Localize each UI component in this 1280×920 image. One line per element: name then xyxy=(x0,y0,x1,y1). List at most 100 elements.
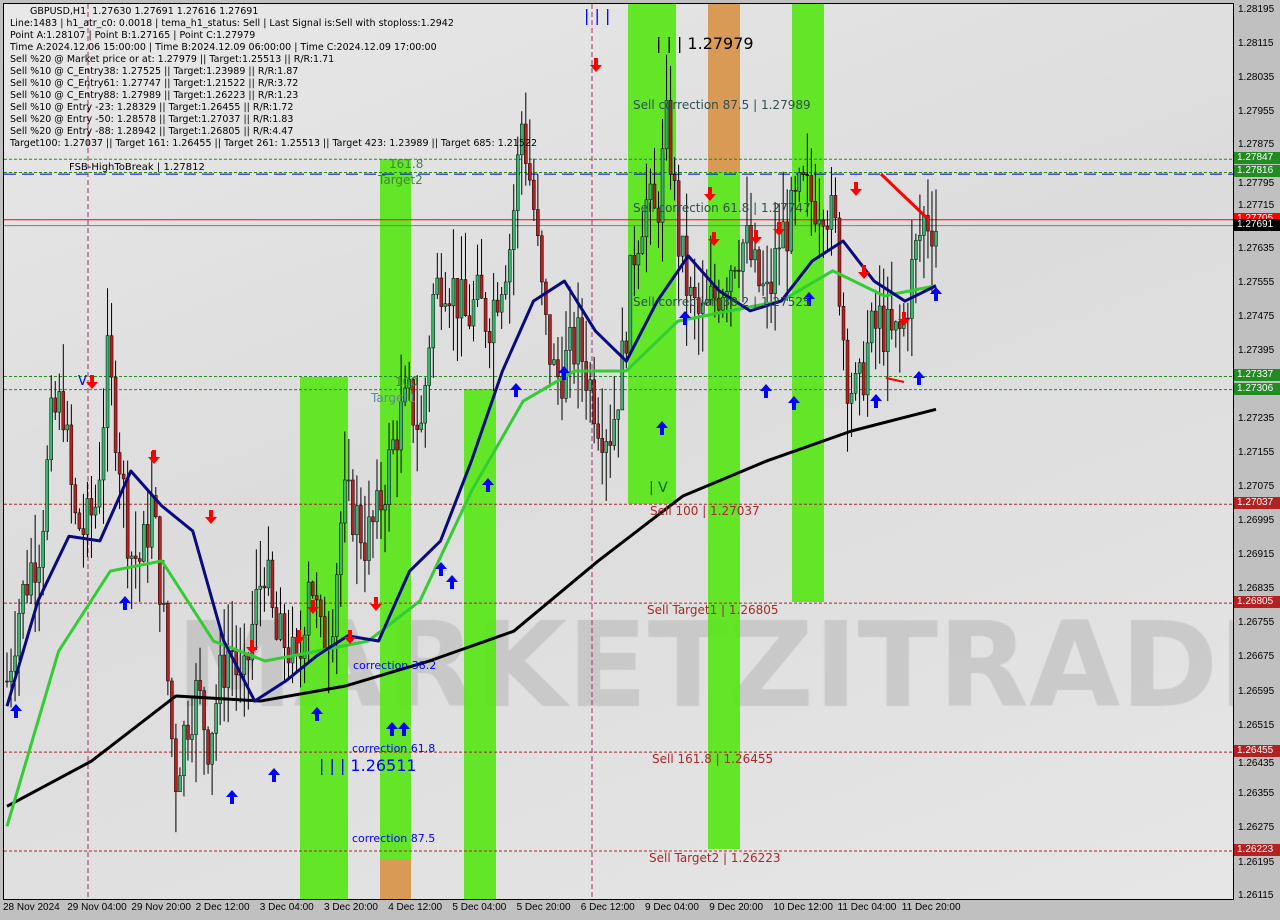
candle-body xyxy=(532,179,536,210)
candle-body xyxy=(371,516,375,523)
candle-body xyxy=(383,504,387,511)
sell-arrow-icon xyxy=(205,510,217,524)
candle-body xyxy=(777,247,781,250)
info-line: Target100: 1.27037 || Target 161: 1.2645… xyxy=(10,138,537,149)
buy-arrow-icon xyxy=(679,311,691,325)
trend-line-short xyxy=(885,377,905,383)
candle-body xyxy=(105,335,110,428)
candle-body xyxy=(890,308,894,331)
ma-green-line xyxy=(5,269,937,827)
candle-body xyxy=(821,219,826,227)
point-b-marker: | V xyxy=(649,480,668,496)
candle-body xyxy=(709,286,713,300)
candle-body xyxy=(548,314,552,365)
candle-body xyxy=(584,361,588,391)
candle-body xyxy=(9,670,13,682)
candle-body xyxy=(881,305,886,352)
candle-body xyxy=(648,183,653,201)
candle-body xyxy=(628,255,633,354)
candle-body xyxy=(877,305,882,329)
time-tick: 29 Nov 04:00 xyxy=(67,902,127,913)
chart-plot-area[interactable]: GBPUSD,H1 1.27630 1.27691 1.27616 1.2769… xyxy=(3,3,1234,900)
info-line: Sell %10 @ C_Entry88: 1.27989 || Target:… xyxy=(10,90,299,101)
candle-body xyxy=(524,123,528,164)
price-tag: 1.27306 xyxy=(1234,382,1280,395)
sell-arrow-icon xyxy=(704,187,716,201)
candle-body xyxy=(97,479,102,508)
fib-100-label: 100 xyxy=(395,375,418,389)
candle-body xyxy=(926,215,930,232)
candle-body xyxy=(934,231,938,247)
candle-body xyxy=(186,724,190,740)
price-tick: 1.27075 xyxy=(1238,481,1275,493)
candle-body xyxy=(53,397,58,413)
price-tick: 1.27795 xyxy=(1238,178,1275,190)
candle-body xyxy=(841,306,846,341)
buy-arrow-icon xyxy=(510,383,522,397)
candle-body xyxy=(85,498,90,535)
info-line: Sell %10 @ C_Entry38: 1.27525 || Target:… xyxy=(10,66,299,77)
candle-body xyxy=(467,315,472,327)
chart-title: GBPUSD,H1 1.27630 1.27691 1.27616 1.2769… xyxy=(30,6,258,17)
v-marker: V xyxy=(78,374,87,389)
sell-arrow-icon xyxy=(898,312,910,326)
price-tick: 1.27955 xyxy=(1238,106,1275,118)
sell-arrow-icon xyxy=(858,265,870,279)
candle-body xyxy=(359,505,363,544)
candle-body xyxy=(21,584,25,614)
candle-body xyxy=(41,531,45,568)
candle-body xyxy=(471,299,476,327)
candle-body xyxy=(757,249,761,287)
buy-arrow-icon xyxy=(386,722,398,736)
candle-body xyxy=(544,281,548,315)
candle-body xyxy=(797,172,802,192)
candle-body xyxy=(676,180,681,257)
zone-band-orange xyxy=(380,859,411,899)
candle-body xyxy=(680,235,685,257)
time-tick: 3 Dec 20:00 xyxy=(324,902,378,913)
candle-body xyxy=(817,219,822,225)
candle-body xyxy=(540,235,544,283)
sell-arrow-icon xyxy=(86,375,98,389)
candle-body xyxy=(765,281,769,285)
price-tick: 1.26355 xyxy=(1238,787,1275,799)
target1-label: Target1 xyxy=(371,391,416,405)
candle-body xyxy=(37,567,41,583)
candle-body xyxy=(869,310,874,344)
candle-body xyxy=(262,585,267,589)
candle-body xyxy=(182,724,186,777)
candle-body xyxy=(399,401,403,451)
price-tick: 1.27555 xyxy=(1238,276,1275,288)
candle-body xyxy=(696,297,701,314)
candle-body xyxy=(222,654,226,688)
price-tick: 1.28115 xyxy=(1238,38,1274,50)
candle-body xyxy=(640,236,645,254)
candle-body xyxy=(403,387,407,403)
sell-1618-label: Sell 161.8 | 1.26455 xyxy=(652,752,774,766)
candle-body xyxy=(178,775,182,793)
sell-100-label: Sell 100 | 1.27037 xyxy=(650,504,760,518)
candle-body xyxy=(113,376,118,453)
candle-body xyxy=(761,283,765,287)
candle-body xyxy=(865,342,870,396)
candle-body xyxy=(684,235,689,296)
candle-body xyxy=(298,655,303,659)
candle-body xyxy=(813,201,818,225)
candle-body xyxy=(801,172,806,175)
candle-body xyxy=(475,274,480,300)
candle-body xyxy=(624,340,629,354)
price-tick: 1.26195 xyxy=(1238,856,1275,868)
candle-body xyxy=(282,613,287,648)
candle-body xyxy=(415,424,419,430)
candle-body xyxy=(314,595,319,601)
candle-body xyxy=(596,423,600,439)
time-tick: 29 Nov 20:00 xyxy=(131,902,191,913)
candle-body xyxy=(749,224,753,261)
time-tick: 9 Dec 20:00 xyxy=(709,902,764,913)
ohlc-values: 1.27630 1.27691 1.27616 1.27691 xyxy=(92,6,259,17)
price-tick: 1.27395 xyxy=(1238,344,1275,356)
candle-body xyxy=(853,372,858,394)
candle-body xyxy=(29,562,33,596)
candle-body xyxy=(121,473,126,480)
candle-body xyxy=(511,210,516,250)
